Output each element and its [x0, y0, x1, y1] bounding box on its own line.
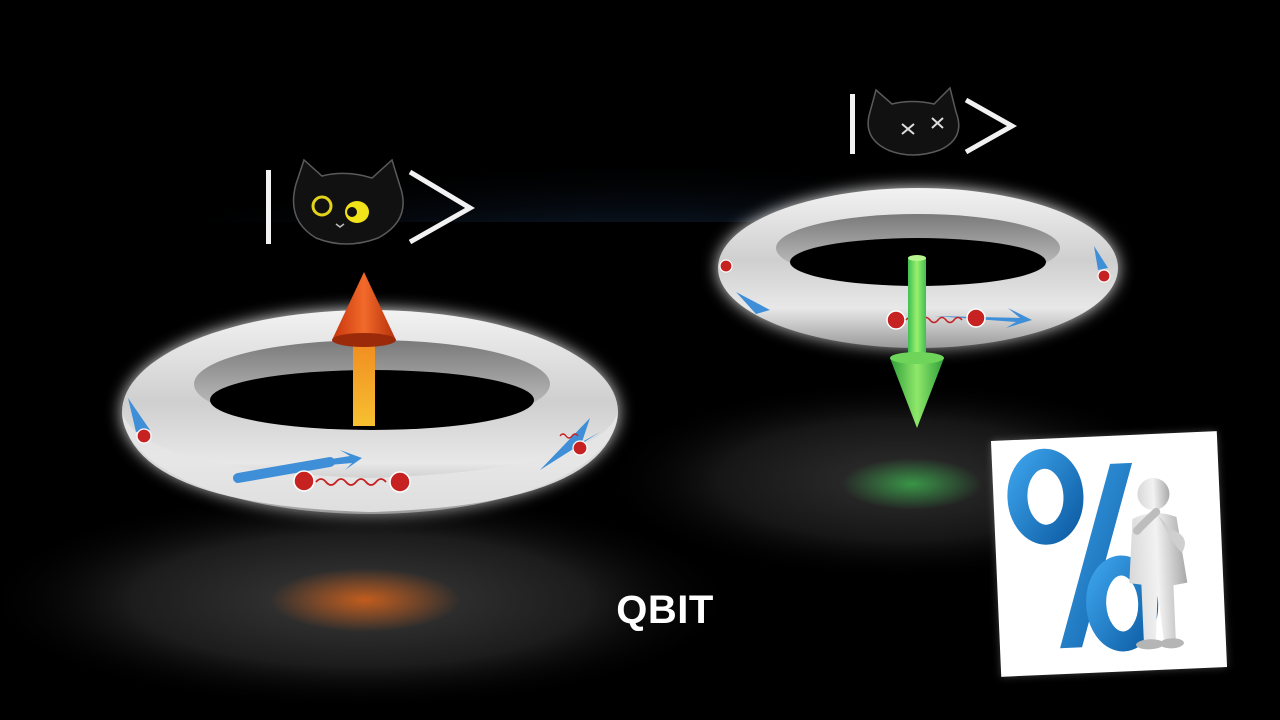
thinker-figure — [1129, 478, 1188, 650]
green-spot — [842, 458, 982, 510]
left-ring-front — [122, 398, 618, 512]
slide-caption: QBIT — [616, 588, 714, 632]
flow-arrow — [250, 450, 362, 472]
flow-arrow — [233, 457, 335, 483]
right-ring-front — [719, 246, 1111, 330]
flow-arrow — [736, 292, 770, 314]
dead-cat-ket-icon — [850, 86, 1018, 156]
percent-slash — [1060, 462, 1133, 649]
electron — [572, 440, 588, 456]
electron — [886, 310, 906, 330]
electron — [136, 428, 152, 444]
photon-wave — [315, 478, 387, 486]
electron — [389, 471, 411, 493]
spin-up-arrow-icon — [332, 272, 396, 426]
electron — [719, 259, 733, 273]
percent-thinker-card — [990, 431, 1228, 677]
cat-face — [867, 86, 960, 156]
percent-thinker-icon — [1007, 448, 1188, 652]
flow-arrow — [1094, 246, 1108, 270]
electron — [293, 470, 315, 492]
cat-face — [292, 158, 404, 245]
photon-wave — [559, 433, 579, 439]
flow-arrow — [128, 398, 150, 432]
alive-cat-ket-icon — [266, 158, 475, 245]
orange-spot — [270, 568, 460, 632]
flow-arrow — [540, 418, 600, 470]
percent-top-ring — [1007, 448, 1084, 545]
spin-down-arrow-icon — [890, 255, 944, 428]
electron — [966, 308, 986, 328]
electron — [1097, 269, 1111, 283]
